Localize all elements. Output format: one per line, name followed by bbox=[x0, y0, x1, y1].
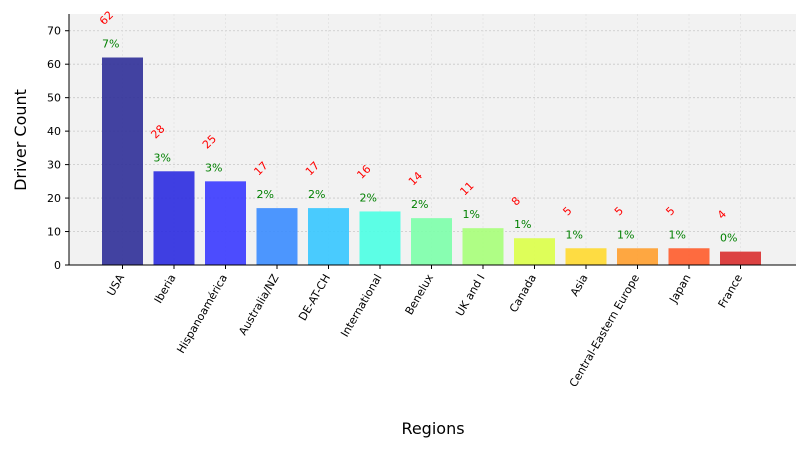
x-tick-label: Australia/NZ bbox=[236, 272, 282, 338]
bar bbox=[205, 181, 246, 265]
y-tick-label: 40 bbox=[47, 125, 61, 138]
x-tick-label: Hispanoamérica bbox=[174, 272, 230, 356]
percent-label: 1% bbox=[566, 228, 583, 241]
x-tick-label: USA bbox=[104, 272, 127, 299]
percent-label: 2% bbox=[257, 188, 274, 201]
bar bbox=[359, 211, 401, 265]
x-tick-label: France bbox=[716, 272, 746, 310]
bar bbox=[514, 238, 555, 265]
percent-label: 1% bbox=[514, 218, 531, 231]
percent-label: 0% bbox=[720, 232, 737, 245]
bar bbox=[462, 228, 504, 265]
y-tick-label: 50 bbox=[47, 92, 61, 105]
bar bbox=[720, 251, 761, 265]
y-tick-label: 10 bbox=[47, 226, 61, 239]
bar bbox=[668, 248, 710, 265]
y-tick-label: 70 bbox=[47, 25, 61, 38]
x-tick-label: Benelux bbox=[403, 272, 437, 318]
bar bbox=[256, 208, 298, 265]
x-axis-title: Regions bbox=[401, 419, 464, 438]
x-tick-label: Iberia bbox=[152, 272, 179, 306]
y-tick-label: 60 bbox=[47, 58, 61, 71]
x-tick-label: International bbox=[338, 272, 384, 339]
percent-label: 1% bbox=[463, 208, 480, 221]
y-tick-label: 20 bbox=[47, 192, 61, 205]
y-ticks: 0 10 20 30 40 50 60 70 bbox=[47, 25, 69, 272]
percent-label: 3% bbox=[205, 161, 222, 174]
bar bbox=[308, 208, 349, 265]
x-tick-label: Canada bbox=[507, 272, 539, 315]
y-tick-label: 30 bbox=[47, 159, 61, 172]
y-axis-title: Driver Count bbox=[11, 89, 30, 191]
percent-label: 3% bbox=[154, 151, 171, 164]
bar bbox=[153, 171, 195, 265]
y-tick-label: 0 bbox=[54, 259, 61, 272]
bars-layer bbox=[102, 57, 761, 265]
percent-label: 7% bbox=[102, 38, 119, 51]
axes bbox=[68, 14, 796, 266]
bar bbox=[617, 248, 658, 265]
percent-label: 2% bbox=[360, 191, 377, 204]
bar bbox=[411, 218, 452, 265]
bar bbox=[565, 248, 607, 265]
x-tick-label: Japan bbox=[666, 272, 693, 306]
x-tick-label: DE-AT-CH bbox=[296, 272, 333, 323]
percent-label: 1% bbox=[617, 228, 634, 241]
percent-label: 2% bbox=[308, 188, 325, 201]
x-tick-label: Asia bbox=[568, 272, 591, 298]
percent-label: 1% bbox=[669, 228, 686, 241]
percent-label: 2% bbox=[411, 198, 428, 211]
x-tick-label: UK and I bbox=[453, 272, 487, 319]
bar bbox=[102, 57, 143, 265]
